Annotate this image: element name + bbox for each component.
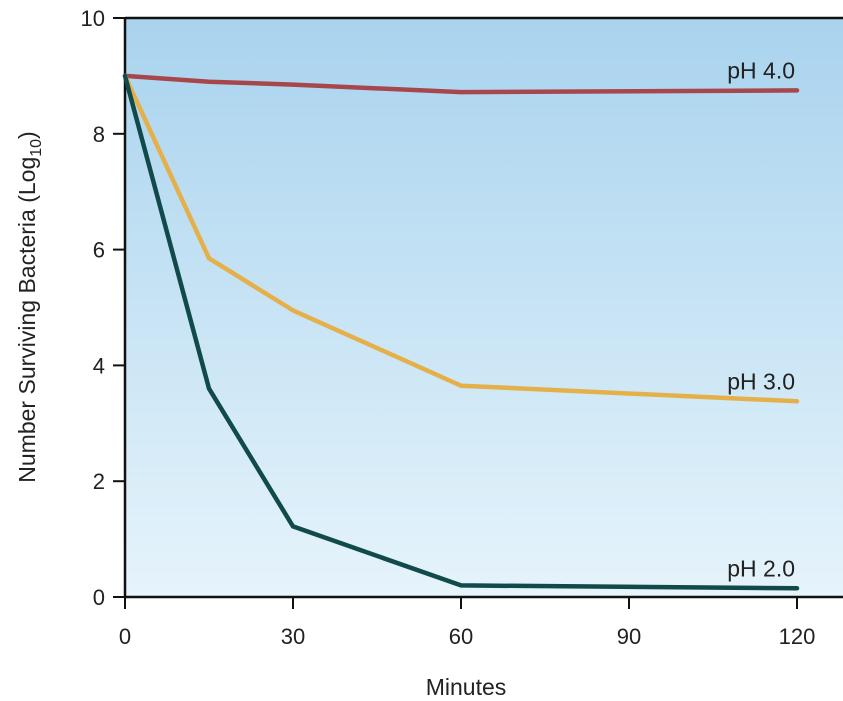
series-line-ph-2-0 <box>122 73 800 591</box>
y-tick-label: 0 <box>93 585 105 610</box>
axes <box>123 16 843 599</box>
plot-background <box>125 18 843 597</box>
x-tick-label: 120 <box>779 624 816 649</box>
series-lines <box>122 73 800 591</box>
x-axis-ticks: 0 30 60 90 120 <box>119 597 815 649</box>
y-axis-ticks: 0 2 4 6 8 10 <box>81 6 125 610</box>
x-tick-label: 90 <box>617 624 641 649</box>
x-tick-label: 30 <box>281 624 305 649</box>
y-tick-label: 8 <box>93 122 105 147</box>
y-tick-label: 6 <box>93 238 105 263</box>
series-line-ph-3-0 <box>122 73 800 404</box>
y-axis-title-main: Number Surviving Bacteria (Log <box>14 157 40 483</box>
series-label-ph-3-0: pH 3.0 <box>727 368 795 394</box>
y-axis-title-subscript: 10 <box>28 139 45 157</box>
y-tick-label: 10 <box>81 6 105 31</box>
y-axis-title-close: ) <box>14 131 40 139</box>
series-line-ph-4-0 <box>122 73 800 95</box>
y-tick-label: 2 <box>93 469 105 494</box>
x-tick-label: 0 <box>119 624 131 649</box>
series-labels: pH 4.0 pH 3.0 pH 2.0 <box>727 57 795 581</box>
x-axis-title: Minutes <box>426 674 507 700</box>
series-label-ph-4-0: pH 4.0 <box>727 57 795 83</box>
x-tick-label: 60 <box>449 624 473 649</box>
y-axis-title: Number Surviving Bacteria (Log10) <box>14 131 45 482</box>
y-tick-label: 4 <box>93 353 105 378</box>
series-label-ph-2-0: pH 2.0 <box>727 555 795 581</box>
